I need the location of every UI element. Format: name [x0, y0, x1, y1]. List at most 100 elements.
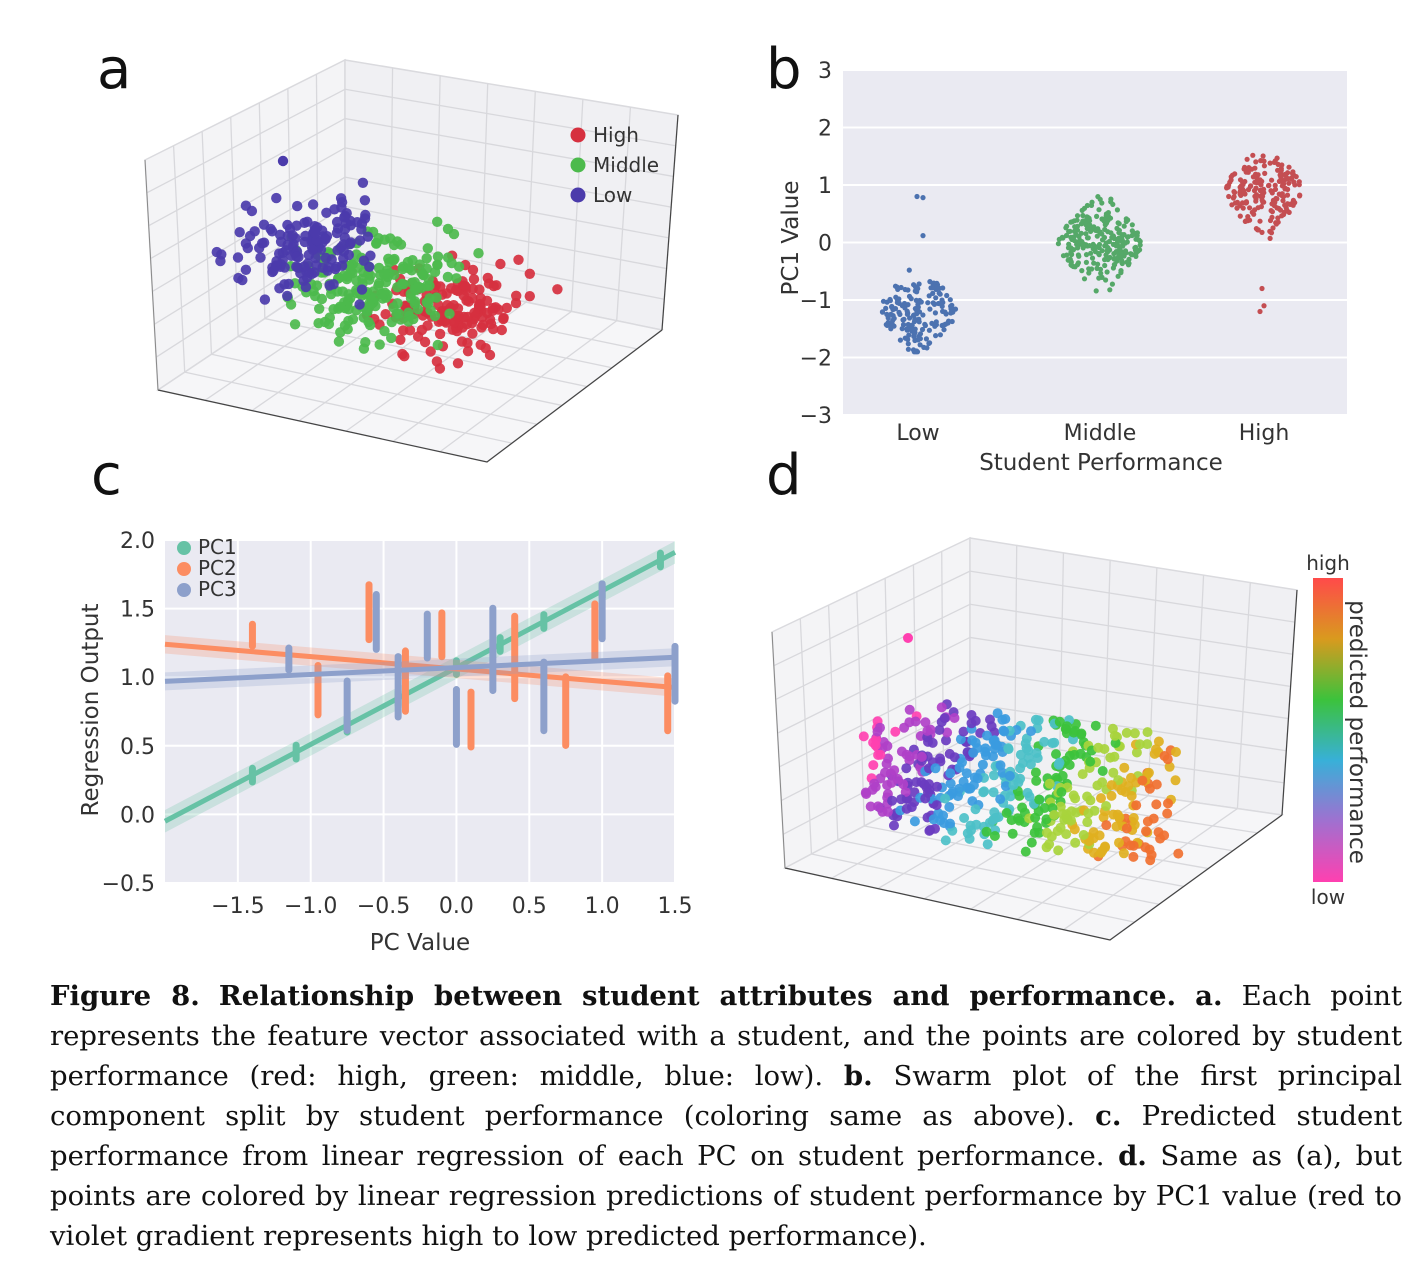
point-middle	[311, 280, 323, 291]
point-low	[237, 274, 248, 286]
point-high	[466, 317, 478, 329]
legend-pc1-marker	[177, 541, 191, 555]
point	[968, 780, 979, 790]
swarm-point	[1073, 232, 1079, 238]
swarm-point	[933, 295, 939, 301]
point-high	[380, 309, 391, 320]
point-low	[356, 224, 367, 235]
point	[1078, 830, 1089, 840]
point	[940, 835, 951, 846]
swarm-point	[1273, 195, 1279, 202]
point-middle	[358, 343, 370, 354]
point-high	[452, 358, 464, 369]
point	[1044, 839, 1055, 850]
point	[1026, 837, 1037, 848]
swarm-point	[1089, 266, 1095, 272]
swarm-point	[1272, 182, 1278, 188]
point-low	[277, 155, 289, 167]
point	[930, 763, 941, 774]
point	[901, 749, 912, 760]
panel-label-b: b	[766, 37, 802, 102]
point	[978, 787, 989, 798]
point	[1039, 803, 1050, 813]
ytick-label: 0	[818, 232, 832, 257]
colorbar-low-label: low	[1311, 885, 1345, 909]
swarm-point	[1105, 229, 1111, 235]
point-high	[473, 300, 485, 311]
swarm-point	[1095, 261, 1101, 267]
swarm-point	[1134, 230, 1140, 236]
swarm-point	[936, 290, 942, 296]
point	[1015, 749, 1026, 760]
point	[880, 767, 890, 778]
point	[949, 713, 960, 723]
point	[1000, 781, 1011, 792]
gridline	[969, 669, 1289, 720]
point-high	[458, 311, 470, 323]
point	[1082, 817, 1093, 828]
point-middle	[371, 237, 382, 249]
swarm-point	[1284, 192, 1291, 198]
gridline	[856, 591, 865, 827]
point	[1142, 739, 1153, 750]
point	[882, 741, 893, 751]
figure-caption: Figure 8. Relationship between student a…	[50, 976, 1402, 1256]
gridline	[616, 107, 632, 321]
point-low	[324, 280, 335, 291]
swarm-point	[1068, 258, 1074, 264]
swarm-point	[879, 309, 886, 315]
gridline	[837, 839, 1160, 905]
caption-title: Relationship between student attributes …	[218, 980, 1177, 1012]
point	[944, 748, 955, 759]
swarm-point	[1111, 262, 1117, 268]
point-middle	[388, 239, 400, 251]
ytick-label: 2	[818, 117, 832, 142]
swarm-point	[1060, 253, 1067, 259]
swarm-point	[1094, 233, 1100, 239]
point	[945, 778, 956, 789]
swarm-point	[1281, 211, 1287, 218]
point	[1129, 728, 1140, 739]
swarm-point	[912, 326, 918, 332]
swarm-point	[1268, 230, 1275, 236]
point-low	[302, 216, 313, 227]
point-middle	[379, 234, 390, 245]
point	[989, 831, 1000, 841]
point	[982, 839, 993, 850]
point	[1064, 750, 1075, 761]
point	[992, 708, 1003, 719]
swarm-point	[1102, 262, 1108, 269]
swarm-point	[896, 309, 902, 315]
point-middle	[421, 253, 432, 264]
point	[1128, 813, 1139, 823]
point-middle	[309, 290, 321, 302]
swarm-point	[917, 342, 923, 348]
swarm-point	[1297, 192, 1303, 198]
legend-low-label: Low	[593, 183, 632, 207]
swarm-point	[1074, 213, 1081, 219]
swarm-point	[947, 297, 953, 303]
point-high	[442, 300, 453, 311]
swarm-point	[1108, 199, 1114, 205]
gridline	[941, 551, 945, 785]
panel-a-legend: High Middle Low	[570, 123, 659, 207]
point	[892, 773, 903, 784]
point-high	[397, 348, 408, 360]
point-low	[282, 219, 293, 231]
swarm-point	[1101, 216, 1107, 223]
swarm-point	[1267, 217, 1274, 224]
swarm-point	[1104, 269, 1110, 275]
gridline	[777, 636, 971, 734]
point	[1110, 738, 1121, 748]
point-low	[320, 252, 332, 264]
gridline	[1192, 575, 1205, 803]
point	[909, 816, 920, 827]
point-low	[356, 284, 368, 295]
point-high	[476, 322, 487, 333]
point-low	[354, 299, 365, 310]
ytick-label: −2	[800, 347, 832, 372]
point-high	[488, 323, 499, 335]
point	[1069, 824, 1080, 835]
point	[1003, 743, 1014, 754]
point	[927, 737, 938, 748]
